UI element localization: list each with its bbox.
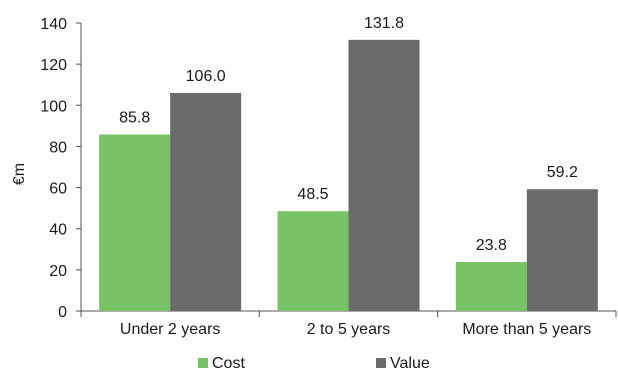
legend-swatch-value <box>376 358 386 368</box>
data-label-value-2: 131.8 <box>364 15 404 32</box>
data-label-value-1: 106.0 <box>186 68 226 85</box>
axes: 0 20 40 60 80 100 120 140 Under 2 years 2 to 5 ye… <box>40 16 617 338</box>
data-labels: 85.8 106.0 48.5 131.8 23.8 59.2 <box>119 15 578 254</box>
bar-cost-2 <box>277 211 349 311</box>
legend-label-cost: Cost <box>212 355 245 372</box>
y-axis-title: €m <box>11 163 28 185</box>
bars <box>99 39 598 312</box>
data-label-cost-2: 48.5 <box>297 186 328 203</box>
y-tick-label: 40 <box>49 222 67 239</box>
data-label-value-3: 59.2 <box>547 164 578 181</box>
bar-cost-1 <box>99 134 171 311</box>
data-label-cost-3: 23.8 <box>476 237 507 254</box>
bar-cost-3 <box>455 262 527 311</box>
bar-value-1 <box>170 92 242 311</box>
legend-label-value: Value <box>390 355 430 372</box>
y-tick-label: 80 <box>49 139 67 156</box>
x-category-label: 2 to 5 years <box>307 321 391 338</box>
y-tick-label: 140 <box>40 16 67 33</box>
x-category-label: Under 2 years <box>120 321 221 338</box>
x-category-label: More than 5 years <box>462 321 591 338</box>
bar-value-2 <box>348 39 420 312</box>
y-tick-label: 0 <box>58 304 67 321</box>
legend: Cost Value <box>198 355 430 372</box>
data-label-cost-1: 85.8 <box>119 109 150 126</box>
y-tick-label: 120 <box>40 57 67 74</box>
y-tick-label: 20 <box>49 263 67 280</box>
y-tick-label: 60 <box>49 181 67 198</box>
legend-swatch-cost <box>198 358 208 368</box>
bar-value-3 <box>526 189 598 311</box>
y-tick-label: 100 <box>40 98 67 115</box>
